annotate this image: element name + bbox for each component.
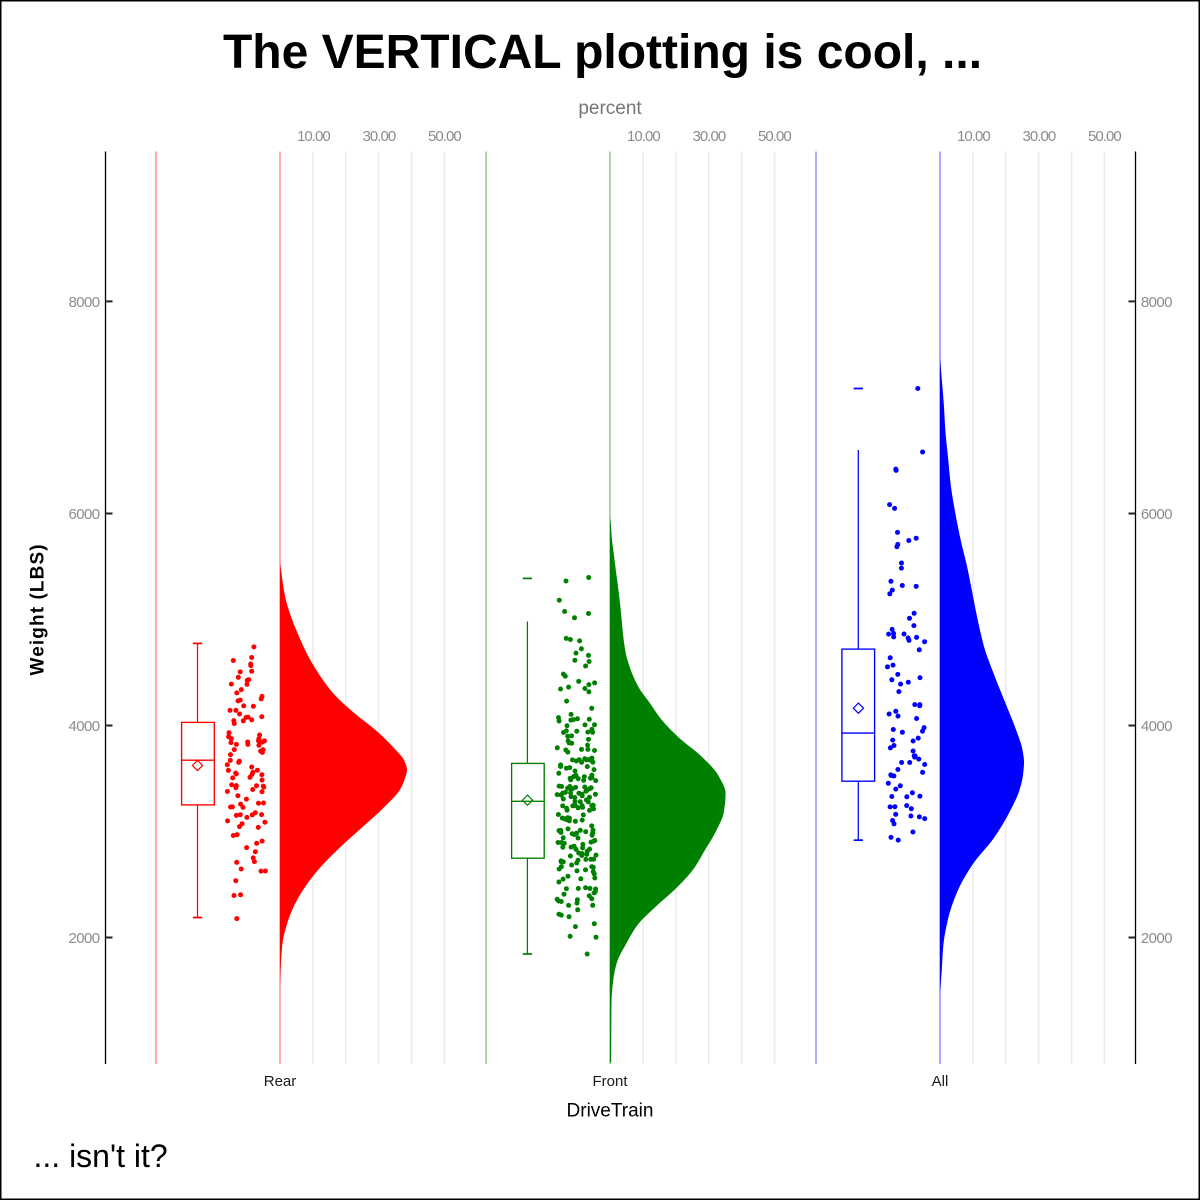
svg-text:30.00: 30.00 — [1023, 128, 1056, 145]
svg-text:10.00: 10.00 — [297, 128, 330, 145]
svg-text:50.00: 50.00 — [758, 128, 791, 145]
svg-text:8000: 8000 — [69, 294, 100, 311]
svg-text:2000: 2000 — [1141, 930, 1172, 947]
svg-text:DriveTrain: DriveTrain — [567, 1101, 654, 1122]
svg-text:... isn't it?: ... isn't it? — [34, 1138, 168, 1174]
svg-text:4000: 4000 — [69, 718, 100, 735]
svg-text:The VERTICAL plotting is cool,: The VERTICAL plotting is cool, ... — [223, 26, 982, 79]
svg-text:8000: 8000 — [1141, 294, 1172, 311]
svg-text:50.00: 50.00 — [1088, 128, 1121, 145]
svg-text:2000: 2000 — [69, 930, 100, 947]
svg-text:Weight (LBS): Weight (LBS) — [28, 543, 49, 675]
svg-text:6000: 6000 — [69, 506, 100, 523]
svg-text:30.00: 30.00 — [363, 128, 396, 145]
svg-text:Front: Front — [592, 1073, 628, 1090]
svg-text:6000: 6000 — [1141, 506, 1172, 523]
svg-text:Rear: Rear — [264, 1073, 297, 1090]
svg-text:50.00: 50.00 — [428, 128, 461, 145]
svg-text:4000: 4000 — [1141, 718, 1172, 735]
svg-text:10.00: 10.00 — [957, 128, 990, 145]
svg-text:30.00: 30.00 — [693, 128, 726, 145]
svg-text:All: All — [932, 1073, 949, 1090]
svg-text:10.00: 10.00 — [627, 128, 660, 145]
svg-text:percent: percent — [578, 98, 642, 119]
